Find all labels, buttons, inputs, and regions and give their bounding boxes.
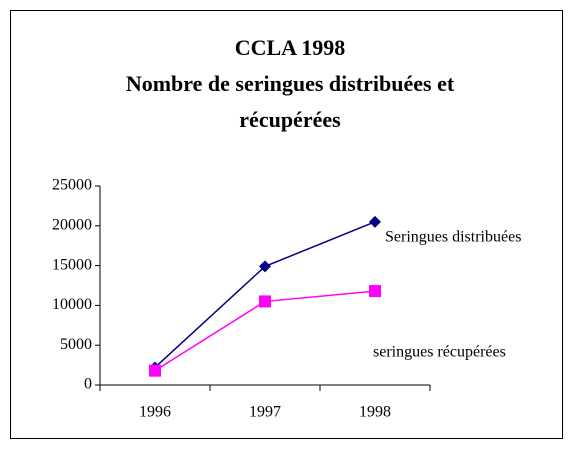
title-block: CCLA 1998 Nombre de seringues distribuée… [60, 30, 520, 138]
point [259, 295, 271, 308]
y-tick-label: 0 [84, 376, 92, 393]
y-tick-label: 10000 [52, 296, 92, 313]
chart-frame [10, 10, 563, 439]
y-tick-label: 20000 [52, 216, 92, 233]
series-label: seringues récupérées [373, 344, 506, 361]
y-tick-label: 25000 [52, 177, 92, 194]
point [369, 215, 381, 228]
y-tick-label: 15000 [52, 256, 92, 273]
chart-subtitle: Nombre de seringues distribuées et récup… [125, 71, 455, 132]
x-tick-label: 1997 [249, 404, 281, 421]
point [259, 260, 271, 273]
x-tick-label: 1998 [359, 404, 391, 421]
point [369, 285, 381, 298]
y-tick-label: 5000 [60, 336, 92, 353]
x-tick-label: 1996 [139, 404, 171, 421]
series-label: Seringues distribuées [385, 229, 521, 246]
chart-title: CCLA 1998 [234, 35, 346, 60]
point [149, 364, 161, 377]
